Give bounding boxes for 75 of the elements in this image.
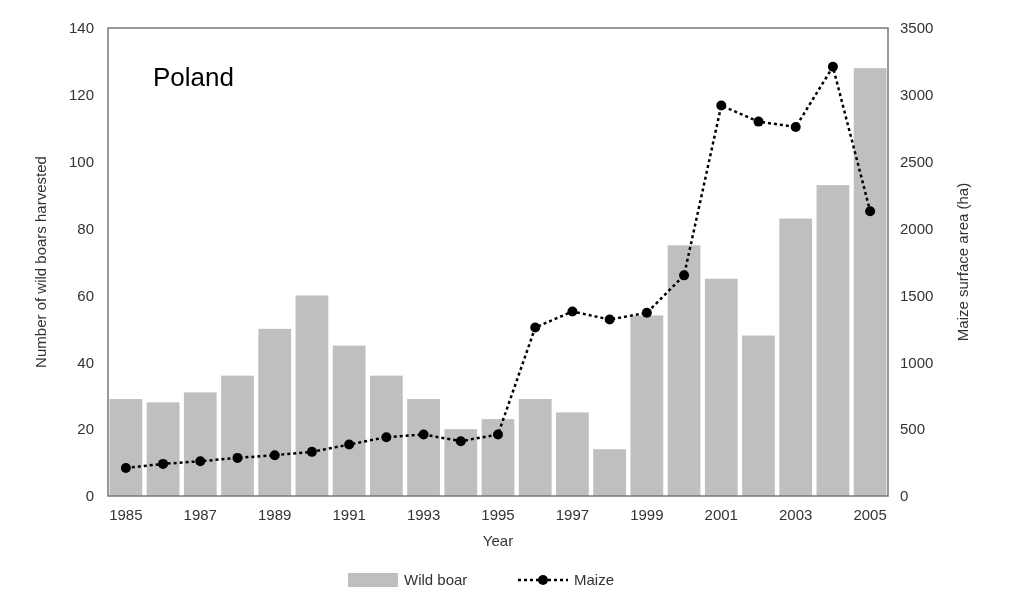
point <box>344 439 355 450</box>
point <box>641 307 652 318</box>
bar <box>816 185 850 496</box>
x-axis-title: Year <box>482 532 514 549</box>
point <box>455 436 466 447</box>
bar <box>146 402 180 496</box>
y2-tick-label: 2500 <box>900 152 934 170</box>
y2-tick-label: 1000 <box>900 353 934 371</box>
y2-tick-label: 3000 <box>900 86 934 104</box>
point <box>753 116 764 127</box>
point <box>827 61 838 72</box>
legend-label: Maize <box>574 571 615 589</box>
y-tick-label: 120 <box>68 86 94 104</box>
point <box>120 462 131 473</box>
y-tick-label: 100 <box>68 152 94 170</box>
x-tick-label: 2003 <box>779 506 813 523</box>
bar <box>518 399 552 496</box>
bar <box>593 449 627 496</box>
x-tick-label: 1993 <box>406 506 441 523</box>
point <box>716 100 727 111</box>
legend-label: Wild boar <box>404 571 468 589</box>
x-tick-label: 1985 <box>109 506 143 523</box>
bar <box>444 429 478 496</box>
bar <box>109 399 143 496</box>
y2-axis-title: Maize surface area (ha) <box>954 182 971 342</box>
bar <box>853 68 887 496</box>
y2-tick-label: 3500 <box>900 19 934 37</box>
y-tick-label: 60 <box>77 286 94 304</box>
bar <box>667 245 701 496</box>
bar <box>221 375 254 496</box>
y-tick-label: 140 <box>68 19 94 37</box>
point <box>567 306 578 317</box>
point <box>418 429 429 440</box>
point <box>604 314 615 325</box>
y-tick-label: 80 <box>77 219 94 237</box>
y2-tick-label: 500 <box>900 420 926 438</box>
annotation: Poland <box>153 62 234 92</box>
x-tick-label: 1997 <box>555 506 590 523</box>
y2-tick-label: 1500 <box>900 286 934 304</box>
x-tick-label: 1999 <box>630 506 664 523</box>
bar <box>407 399 440 496</box>
y-tick-label: 40 <box>77 353 94 371</box>
point <box>790 121 801 132</box>
bar <box>481 419 515 496</box>
bar <box>258 328 292 496</box>
point <box>158 458 169 469</box>
x-tick-label: 1991 <box>332 506 366 523</box>
y-axis-title: Number of wild boars harvested <box>32 156 49 368</box>
point <box>865 206 876 217</box>
bar <box>630 315 664 496</box>
x-tick-label: 1995 <box>481 506 515 523</box>
x-tick-label: 2001 <box>704 506 738 523</box>
point <box>306 446 317 457</box>
bar <box>704 278 738 496</box>
point <box>232 452 243 463</box>
bar <box>742 335 775 496</box>
y2-tick-label: 2000 <box>900 219 934 237</box>
bar <box>556 412 589 496</box>
bar <box>183 392 217 496</box>
bar <box>369 375 403 496</box>
point <box>269 450 280 461</box>
point <box>493 429 503 440</box>
point <box>679 270 690 281</box>
bar <box>295 295 329 496</box>
x-tick-label: 1987 <box>183 506 217 523</box>
point <box>195 456 206 467</box>
y2-tick-label: 0 <box>900 487 909 505</box>
y-tick-label: 20 <box>77 420 94 438</box>
bar <box>332 345 366 496</box>
point <box>530 322 541 333</box>
point <box>381 432 392 443</box>
y-tick-label: 0 <box>85 487 94 505</box>
x-tick-label: 2005 <box>853 506 887 523</box>
x-tick-label: 1989 <box>258 506 292 523</box>
bar <box>779 218 813 496</box>
